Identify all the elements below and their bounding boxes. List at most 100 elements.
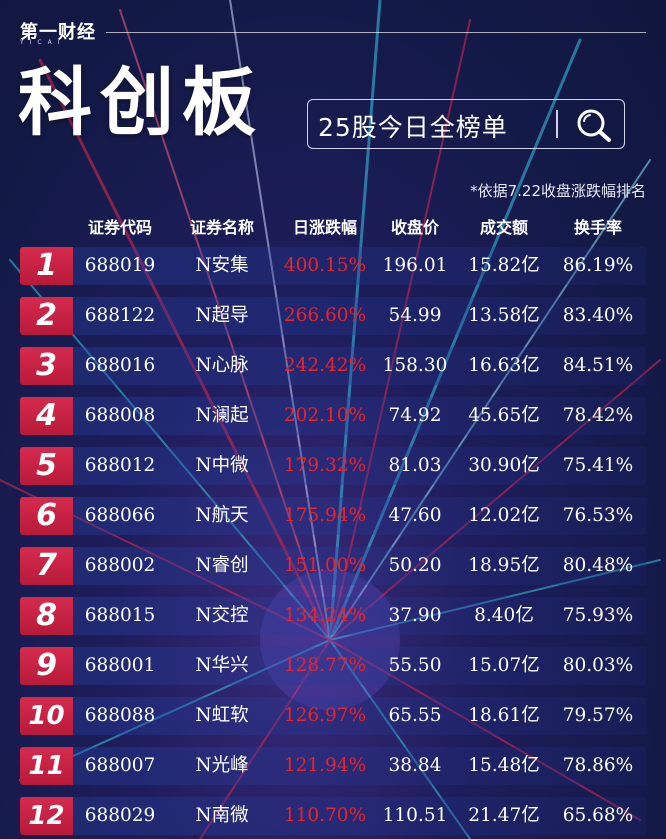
rank-badge: 3	[20, 347, 73, 385]
cell-change: 121.94%	[283, 755, 367, 776]
cell-rate: 83.40%	[562, 305, 634, 326]
cell-turnover: 30.90亿	[468, 455, 540, 476]
cell-close: 65.55	[388, 705, 442, 726]
cell-rate: 75.41%	[562, 455, 634, 476]
cell-rate: 78.86%	[562, 755, 634, 776]
table-row: 8 688015 N交控 134.24% 37.90 8.40亿 75.93%	[20, 597, 646, 635]
cell-rate: 86.19%	[562, 255, 634, 276]
table-row: 1 688019 N安集 400.15% 196.01 15.82亿 86.19%	[20, 247, 646, 285]
cell-turnover: 8.40亿	[474, 605, 534, 626]
rank-badge: 9	[20, 647, 73, 685]
table-row: 2 688122 N超导 266.60% 54.99 13.58亿 83.40%	[20, 297, 646, 335]
search-divider	[556, 110, 558, 138]
cell-turnover: 21.47亿	[468, 805, 540, 826]
cell-change: 202.10%	[283, 405, 367, 426]
rank-badge: 12	[20, 797, 73, 835]
cell-rate: 80.03%	[562, 655, 634, 676]
ranking-note: *依据7.22收盘涨跌幅排名	[470, 182, 646, 200]
cell-name: N光峰	[195, 755, 249, 776]
cell-name: N澜起	[195, 405, 249, 426]
header-name: 证券名称	[189, 218, 254, 237]
cell-close: 158.30	[382, 355, 448, 376]
cell-code: 688019	[84, 255, 156, 276]
cell-rate: 76.53%	[562, 505, 634, 526]
cell-close: 110.51	[382, 805, 448, 826]
header-code: 证券代码	[87, 218, 152, 237]
cell-code: 688008	[84, 405, 156, 426]
cell-code: 688002	[84, 555, 156, 576]
cell-code: 688088	[84, 705, 156, 726]
cell-change: 242.42%	[283, 355, 367, 376]
cell-name: N航天	[195, 505, 249, 526]
rank-badge: 10	[20, 697, 73, 735]
cell-code: 688016	[84, 355, 156, 376]
rank-badge: 6	[20, 497, 73, 535]
cell-code: 688029	[84, 805, 156, 826]
cell-close: 74.92	[388, 405, 442, 426]
cell-name: N睿创	[195, 555, 249, 576]
search-banner-text: 25股今日全榜单	[318, 113, 508, 142]
cell-code: 688066	[84, 505, 156, 526]
cell-rate: 65.68%	[562, 805, 634, 826]
rank-badge: 1	[20, 247, 73, 285]
cell-change: 134.24%	[283, 605, 367, 626]
cell-name: N中微	[195, 455, 249, 476]
cell-change: 128.77%	[283, 655, 367, 676]
search-icon	[577, 109, 611, 142]
cell-turnover: 18.61亿	[468, 705, 540, 726]
cell-change: 126.97%	[283, 705, 367, 726]
cell-close: 196.01	[382, 255, 448, 276]
header-rate: 换手率	[573, 218, 622, 237]
table-row: 6 688066 N航天 175.94% 47.60 12.02亿 76.53%	[20, 497, 646, 535]
cell-turnover: 45.65亿	[468, 405, 540, 426]
cell-close: 47.60	[388, 505, 442, 526]
cell-change: 175.94%	[283, 505, 367, 526]
header-turnover: 成交额	[479, 218, 528, 237]
cell-turnover: 16.63亿	[468, 355, 540, 376]
cell-change: 110.70%	[283, 805, 367, 826]
cell-close: 81.03	[388, 455, 442, 476]
cell-turnover: 13.58亿	[468, 305, 540, 326]
cell-rate: 84.51%	[562, 355, 634, 376]
table-row: 10 688088 N虹软 126.97% 65.55 18.61亿 79.57%	[20, 697, 646, 735]
table-row: 5 688012 N中微 179.32% 81.03 30.90亿 75.41%	[20, 447, 646, 485]
header-change: 日涨跌幅	[292, 218, 357, 237]
cell-code: 688001	[84, 655, 156, 676]
cell-name: N超导	[195, 305, 249, 326]
header-divider	[106, 32, 646, 33]
cell-name: N交控	[195, 605, 249, 626]
cell-code: 688122	[84, 305, 156, 326]
table-row: 7 688002 N睿创 151.00% 50.20 18.95亿 80.48%	[20, 547, 646, 585]
cell-rate: 79.57%	[562, 705, 634, 726]
cell-turnover: 18.95亿	[468, 555, 540, 576]
cell-change: 266.60%	[283, 305, 367, 326]
table-row: 3 688016 N心脉 242.42% 158.30 16.63亿 84.51%	[20, 347, 646, 385]
cell-rate: 80.48%	[562, 555, 634, 576]
brand-logo-sub: YICAI	[20, 39, 66, 46]
table-row: 9 688001 N华兴 128.77% 55.50 15.07亿 80.03%	[20, 647, 646, 685]
page-title: 科创板	[18, 60, 264, 146]
cell-turnover: 15.07亿	[468, 655, 540, 676]
cell-code: 688007	[84, 755, 156, 776]
cell-close: 54.99	[388, 305, 442, 326]
search-banner: 25股今日全榜单	[307, 99, 625, 149]
rank-badge: 11	[20, 747, 73, 785]
cell-name: N华兴	[195, 655, 249, 676]
rank-badge: 2	[20, 297, 73, 335]
cell-name: N心脉	[195, 355, 249, 376]
cell-rate: 78.42%	[562, 405, 634, 426]
rank-badge: 4	[20, 397, 73, 435]
rank-badge: 8	[20, 597, 73, 635]
cell-close: 38.84	[388, 755, 442, 776]
cell-close: 50.20	[388, 555, 442, 576]
header-close: 收盘价	[390, 218, 439, 237]
table-row: 4 688008 N澜起 202.10% 74.92 45.65亿 78.42%	[20, 397, 646, 435]
table-row: 11 688007 N光峰 121.94% 38.84 15.48亿 78.86%	[20, 747, 646, 785]
cell-change: 179.32%	[283, 455, 367, 476]
cell-code: 688012	[84, 455, 156, 476]
cell-turnover: 15.48亿	[468, 755, 540, 776]
cell-name: N南微	[195, 805, 249, 826]
cell-turnover: 12.02亿	[468, 505, 540, 526]
cell-change: 400.15%	[283, 255, 367, 276]
